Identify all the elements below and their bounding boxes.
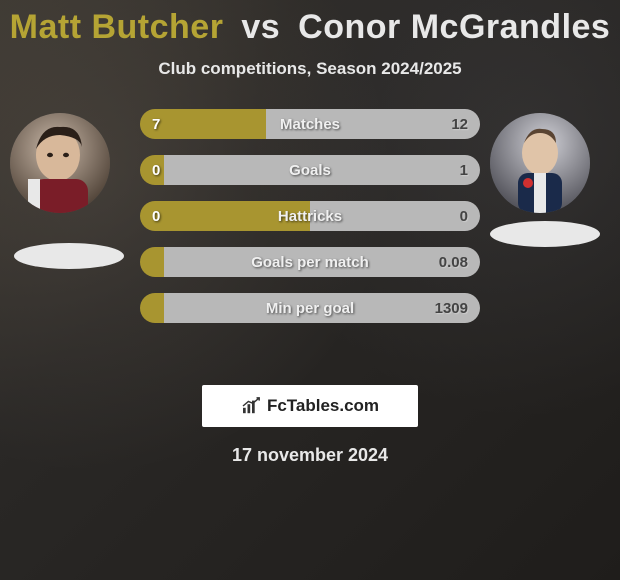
stat-row: 7 Matches 12 — [140, 109, 480, 139]
stat-row: 0 Hattricks 0 — [140, 201, 480, 231]
stat-row: Goals per match 0.08 — [140, 247, 480, 277]
stat-bars: 7 Matches 12 0 Goals 1 0 Hattricks 0 Goals per ma… — [140, 109, 480, 339]
player1-avatar — [10, 113, 110, 213]
stat-label: Matches — [280, 116, 340, 133]
player1-name: Matt Butcher — [10, 8, 224, 46]
bar-fill-left — [140, 293, 164, 323]
page-title: Matt Butcher vs Conor McGrandles — [0, 0, 620, 47]
stat-label: Goals per match — [251, 254, 369, 271]
stat-row: Min per goal 1309 — [140, 293, 480, 323]
bar-fill-left — [140, 247, 164, 277]
stat-value-right: 12 — [451, 116, 468, 133]
subtitle: Club competitions, Season 2024/2025 — [0, 59, 620, 79]
chart-icon — [241, 397, 263, 415]
vs-text: vs — [241, 8, 280, 46]
stat-label: Min per goal — [266, 300, 354, 317]
stat-value-right: 0.08 — [439, 254, 468, 271]
stat-label: Goals — [289, 162, 331, 179]
branding-text: FcTables.com — [267, 396, 379, 416]
comparison-panel: 7 Matches 12 0 Goals 1 0 Hattricks 0 Goals per ma… — [0, 103, 620, 363]
stat-value-left: 7 — [152, 116, 160, 133]
stat-value-left: 0 — [152, 162, 160, 179]
stat-value-left: 0 — [152, 208, 160, 225]
stat-value-right: 1309 — [435, 300, 468, 317]
player2-shadow — [490, 221, 600, 247]
date-text: 17 november 2024 — [0, 445, 620, 466]
player2-name: Conor McGrandles — [298, 8, 610, 46]
branding-badge: FcTables.com — [202, 385, 418, 427]
player1-shadow — [14, 243, 124, 269]
stat-value-right: 1 — [460, 162, 468, 179]
stat-label: Hattricks — [278, 208, 342, 225]
player2-avatar — [490, 113, 590, 213]
stat-value-right: 0 — [460, 208, 468, 225]
stat-row: 0 Goals 1 — [140, 155, 480, 185]
